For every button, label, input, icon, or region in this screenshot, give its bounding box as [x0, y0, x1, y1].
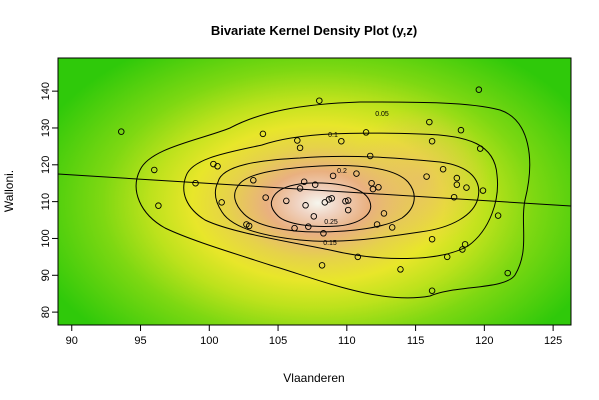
data-point	[494, 212, 502, 219]
data-point	[428, 137, 436, 145]
contour-label: 0.1	[328, 132, 338, 139]
data-point	[192, 179, 199, 187]
x-tick-label: 100	[200, 335, 218, 347]
data-point	[362, 129, 370, 136]
data-point	[479, 187, 487, 194]
data-point	[373, 221, 381, 228]
data-point	[245, 222, 253, 230]
data-point	[504, 269, 511, 277]
data-point	[453, 181, 461, 188]
data-point	[262, 194, 269, 201]
data-point	[457, 126, 465, 134]
y-axis: 80 90 100 110 120 130 140	[40, 82, 58, 318]
data-point	[296, 185, 304, 192]
data-point	[259, 130, 267, 138]
x-tick-label: 105	[269, 335, 287, 347]
data-point	[344, 197, 352, 204]
x-tick-label: 125	[544, 335, 562, 347]
y-tick-label: 100	[40, 229, 52, 247]
y-tick-label: 80	[40, 306, 52, 318]
data-point	[283, 197, 290, 205]
y-tick-label: 130	[40, 119, 52, 137]
contour-label: 0.05	[375, 111, 389, 118]
data-point	[368, 179, 375, 187]
data-point	[439, 165, 447, 173]
x-tick-label: 90	[66, 335, 78, 347]
data-point	[318, 262, 326, 269]
data-point	[329, 172, 337, 180]
contour-0-25	[270, 182, 372, 227]
data-point	[250, 177, 257, 184]
data-point	[388, 224, 396, 231]
density-contours	[135, 101, 531, 299]
y-tick-label: 110	[40, 193, 52, 211]
data-point	[380, 210, 388, 217]
data-point	[453, 174, 461, 182]
data-point	[338, 137, 345, 145]
data-point	[426, 118, 433, 126]
data-point	[459, 246, 466, 253]
data-point	[450, 193, 458, 201]
data-point	[463, 184, 470, 191]
contour-label: 0.2	[337, 168, 347, 175]
data-point	[353, 170, 360, 177]
data-point	[475, 86, 483, 93]
x-tick-label: 110	[338, 335, 356, 347]
contour-0-2	[234, 165, 415, 233]
data-point	[155, 202, 162, 209]
data-point	[151, 166, 158, 174]
data-point	[366, 152, 374, 160]
y-tick-label: 120	[40, 156, 52, 174]
data-point	[291, 224, 298, 232]
data-point	[214, 163, 221, 170]
contour-0-15	[214, 155, 480, 242]
plot-frame	[57, 57, 572, 326]
data-point	[218, 199, 225, 206]
data-point	[118, 128, 125, 135]
x-axis-title: Vlaanderen	[283, 371, 344, 385]
data-point	[294, 137, 301, 144]
data-point	[328, 195, 335, 202]
data-point	[316, 97, 323, 104]
contour-label: 0.25	[324, 219, 338, 226]
contour-label: 0.15	[323, 240, 337, 247]
data-point	[300, 178, 308, 185]
data-point	[344, 206, 352, 214]
contour-0-1	[183, 132, 499, 259]
data-point	[428, 287, 436, 295]
data-point	[375, 184, 382, 191]
y-axis-title: Walloni.	[2, 170, 16, 212]
x-axis: 90 95 100 105 110 115 120 125	[66, 325, 562, 347]
data-point	[310, 213, 318, 220]
chart-title: Bivariate Kernel Density Plot (y,z)	[211, 23, 417, 38]
data-point	[423, 173, 430, 180]
x-tick-label: 115	[407, 335, 425, 347]
data-point	[461, 241, 469, 248]
data-point	[428, 235, 436, 243]
y-tick-label: 140	[40, 82, 52, 100]
data-point	[443, 253, 451, 261]
data-point	[296, 144, 304, 152]
y-tick-label: 90	[40, 269, 52, 281]
data-point	[320, 230, 327, 237]
data-point	[397, 266, 404, 273]
x-tick-label: 95	[134, 335, 146, 347]
contour-0-05	[135, 101, 531, 299]
contour-labels: 0.05 0.1 0.15 0.2 0.25	[323, 111, 389, 247]
plot-area: 0.05 0.1 0.15 0.2 0.25	[57, 57, 572, 326]
data-point	[354, 253, 362, 261]
data-point	[302, 202, 309, 209]
data-point	[369, 185, 377, 193]
data-point	[476, 145, 484, 152]
data-point	[342, 198, 349, 205]
regression-line	[57, 173, 572, 207]
data-point	[305, 223, 312, 230]
data-points	[118, 86, 511, 295]
x-tick-label: 120	[475, 335, 493, 347]
data-point	[311, 181, 319, 188]
